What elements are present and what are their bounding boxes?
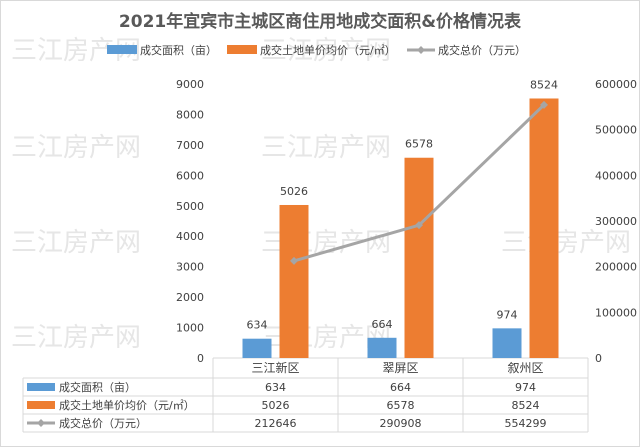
x-tick-label: 叙州区 xyxy=(507,361,543,375)
y-left-tick-label: 4000 xyxy=(176,230,204,243)
y-right-tick-label: 600000 xyxy=(595,78,637,91)
watermark-text: 三江房产网 xyxy=(11,228,141,258)
x-tick-label: 翠屏区 xyxy=(382,361,418,375)
watermark-text: 三江房产网 xyxy=(11,323,141,353)
y-right-tick-label: 500000 xyxy=(595,124,637,137)
line-point xyxy=(415,221,423,230)
watermark-text: 三江房产网 xyxy=(261,133,391,163)
y-left-tick-label: 8000 xyxy=(176,108,204,121)
bar xyxy=(367,337,397,358)
y-left-tick-label: 2000 xyxy=(176,291,204,304)
legend-label: 成交面积（亩） xyxy=(140,43,217,57)
table-row-header: 成交面积（亩） xyxy=(59,380,136,394)
legend-label: 成交总价（万元） xyxy=(438,43,526,57)
table-cell: 664 xyxy=(390,381,411,394)
bar xyxy=(404,157,434,358)
data-label: 974 xyxy=(497,308,518,321)
axes: 0 1000 2000 3000 4000 5000 6000 7000 8000 9000 0 10… xyxy=(176,78,637,375)
legend: 成交面积（亩） 成交土地单价均价（元/㎡） 成交总价（万元） xyxy=(107,43,526,57)
data-label: 6578 xyxy=(405,138,433,151)
table-cell: 974 xyxy=(515,381,536,394)
chart-title: 2021年宜宾市主城区商住用地成交面积&价格情况表 xyxy=(119,11,522,32)
data-label: 634 xyxy=(247,319,268,332)
data-table: 成交面积（亩） 634 664 974 成交土地单价均价（元/㎡） 5026 6578 852… xyxy=(22,358,589,433)
bar xyxy=(492,328,522,358)
y-left-tick-label: 6000 xyxy=(176,169,204,182)
table-cell: 554299 xyxy=(505,417,547,430)
y-left-tick-label: 1000 xyxy=(176,322,204,335)
data-label: 8524 xyxy=(530,78,558,91)
line-point xyxy=(290,256,298,265)
table-cell: 5026 xyxy=(262,399,290,412)
y-right-tick-label: 200000 xyxy=(595,261,637,274)
x-tick-label: 三江新区 xyxy=(251,360,299,375)
table-legend-swatch xyxy=(27,401,55,409)
data-label: 5026 xyxy=(280,185,308,198)
y-right-tick-label: 100000 xyxy=(595,306,637,319)
watermark-text: 三江房产网 xyxy=(261,36,391,66)
y-left-tick-label: 3000 xyxy=(176,261,204,274)
table-cell: 8524 xyxy=(512,399,540,412)
y-right-tick-label: 400000 xyxy=(595,169,637,182)
line-point xyxy=(540,100,548,109)
legend-swatch xyxy=(417,46,425,54)
legend-label: 成交土地单价均价（元/㎡） xyxy=(260,43,396,57)
data-label: 664 xyxy=(372,318,393,331)
data-marks: 634 664 974 5026 6578 8524 xyxy=(242,78,559,359)
table-cell: 290908 xyxy=(380,417,422,430)
watermark-text: 三江房产网 xyxy=(11,133,141,163)
table-cell: 6578 xyxy=(387,399,415,412)
table-legend-swatch xyxy=(27,383,55,391)
table-cell: 212646 xyxy=(255,417,297,430)
table-row-header: 成交总价（万元） xyxy=(59,416,147,430)
table-row-header: 成交土地单价均价（元/㎡） xyxy=(59,398,195,412)
table-cell: 634 xyxy=(265,381,286,394)
y-left-tick-label: 7000 xyxy=(176,139,204,152)
y-left-tick-label: 9000 xyxy=(176,78,204,91)
watermark-text: 三江房产网 xyxy=(501,228,631,258)
bar xyxy=(529,98,559,359)
y-right-tick-label: 0 xyxy=(595,352,602,365)
bar xyxy=(279,204,309,358)
bar xyxy=(242,338,272,358)
y-right-tick-label: 300000 xyxy=(595,215,637,228)
table-legend-swatch xyxy=(37,419,45,427)
legend-swatch xyxy=(107,45,137,54)
y-left-tick-label: 0 xyxy=(197,352,204,365)
y-left-tick-label: 5000 xyxy=(176,200,204,213)
legend-swatch xyxy=(227,45,257,54)
